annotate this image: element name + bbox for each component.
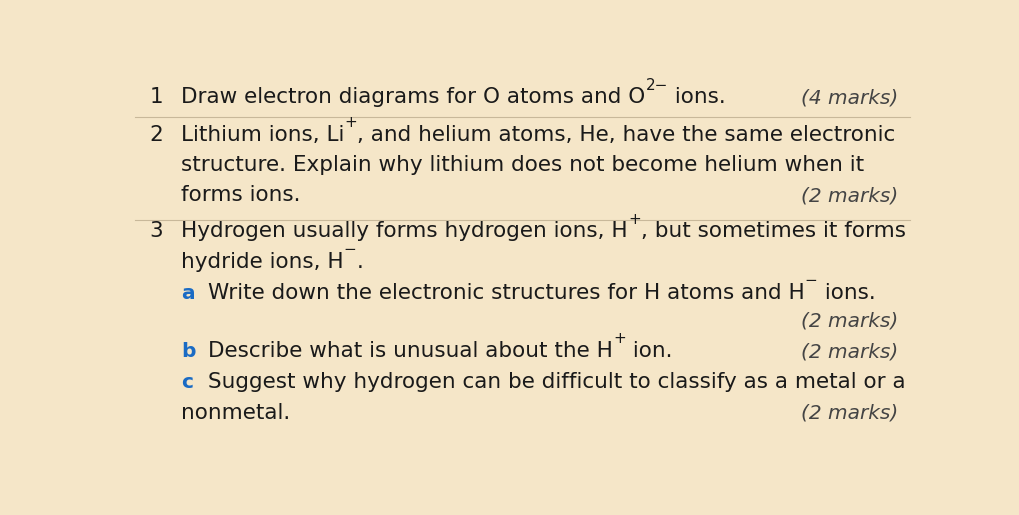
Text: nonmetal.: nonmetal. — [181, 403, 290, 423]
Text: Lithium ions, Li: Lithium ions, Li — [181, 125, 344, 145]
Text: (2 marks): (2 marks) — [800, 186, 898, 205]
Text: +: + — [628, 212, 640, 227]
Text: Write down the electronic structures for H atoms and H: Write down the electronic structures for… — [208, 283, 804, 302]
Text: forms ions.: forms ions. — [181, 185, 301, 205]
Text: Describe what is unusual about the H: Describe what is unusual about the H — [208, 341, 612, 361]
Text: .: . — [357, 252, 363, 272]
Text: Suggest why hydrogen can be difficult to classify as a metal or a: Suggest why hydrogen can be difficult to… — [208, 372, 905, 392]
Text: Hydrogen usually forms hydrogen ions, H: Hydrogen usually forms hydrogen ions, H — [181, 221, 628, 242]
Text: Draw electron diagrams for O atoms and O: Draw electron diagrams for O atoms and O — [181, 88, 645, 108]
Text: ion.: ion. — [625, 341, 672, 361]
Text: (2 marks): (2 marks) — [800, 312, 898, 331]
Text: (2 marks): (2 marks) — [800, 404, 898, 423]
Text: , but sometimes it forms: , but sometimes it forms — [640, 221, 905, 242]
Text: +: + — [344, 115, 357, 130]
Text: 2−: 2− — [645, 78, 667, 93]
Text: c: c — [181, 373, 193, 392]
Text: b: b — [181, 342, 196, 361]
Text: , and helium atoms, He, have the same electronic: , and helium atoms, He, have the same el… — [357, 125, 895, 145]
Text: ions.: ions. — [817, 283, 874, 302]
Text: structure. Explain why lithium does not become helium when it: structure. Explain why lithium does not … — [181, 155, 863, 175]
Text: −: − — [343, 242, 357, 257]
Text: 3: 3 — [150, 221, 163, 242]
Text: 1: 1 — [150, 88, 163, 108]
Text: (4 marks): (4 marks) — [800, 89, 898, 108]
Text: ions.: ions. — [667, 88, 725, 108]
Text: −: − — [804, 272, 817, 288]
Text: hydride ions, H: hydride ions, H — [181, 252, 343, 272]
Text: 2: 2 — [150, 125, 163, 145]
Text: a: a — [181, 284, 195, 302]
Text: (2 marks): (2 marks) — [800, 342, 898, 361]
Text: +: + — [612, 331, 625, 347]
